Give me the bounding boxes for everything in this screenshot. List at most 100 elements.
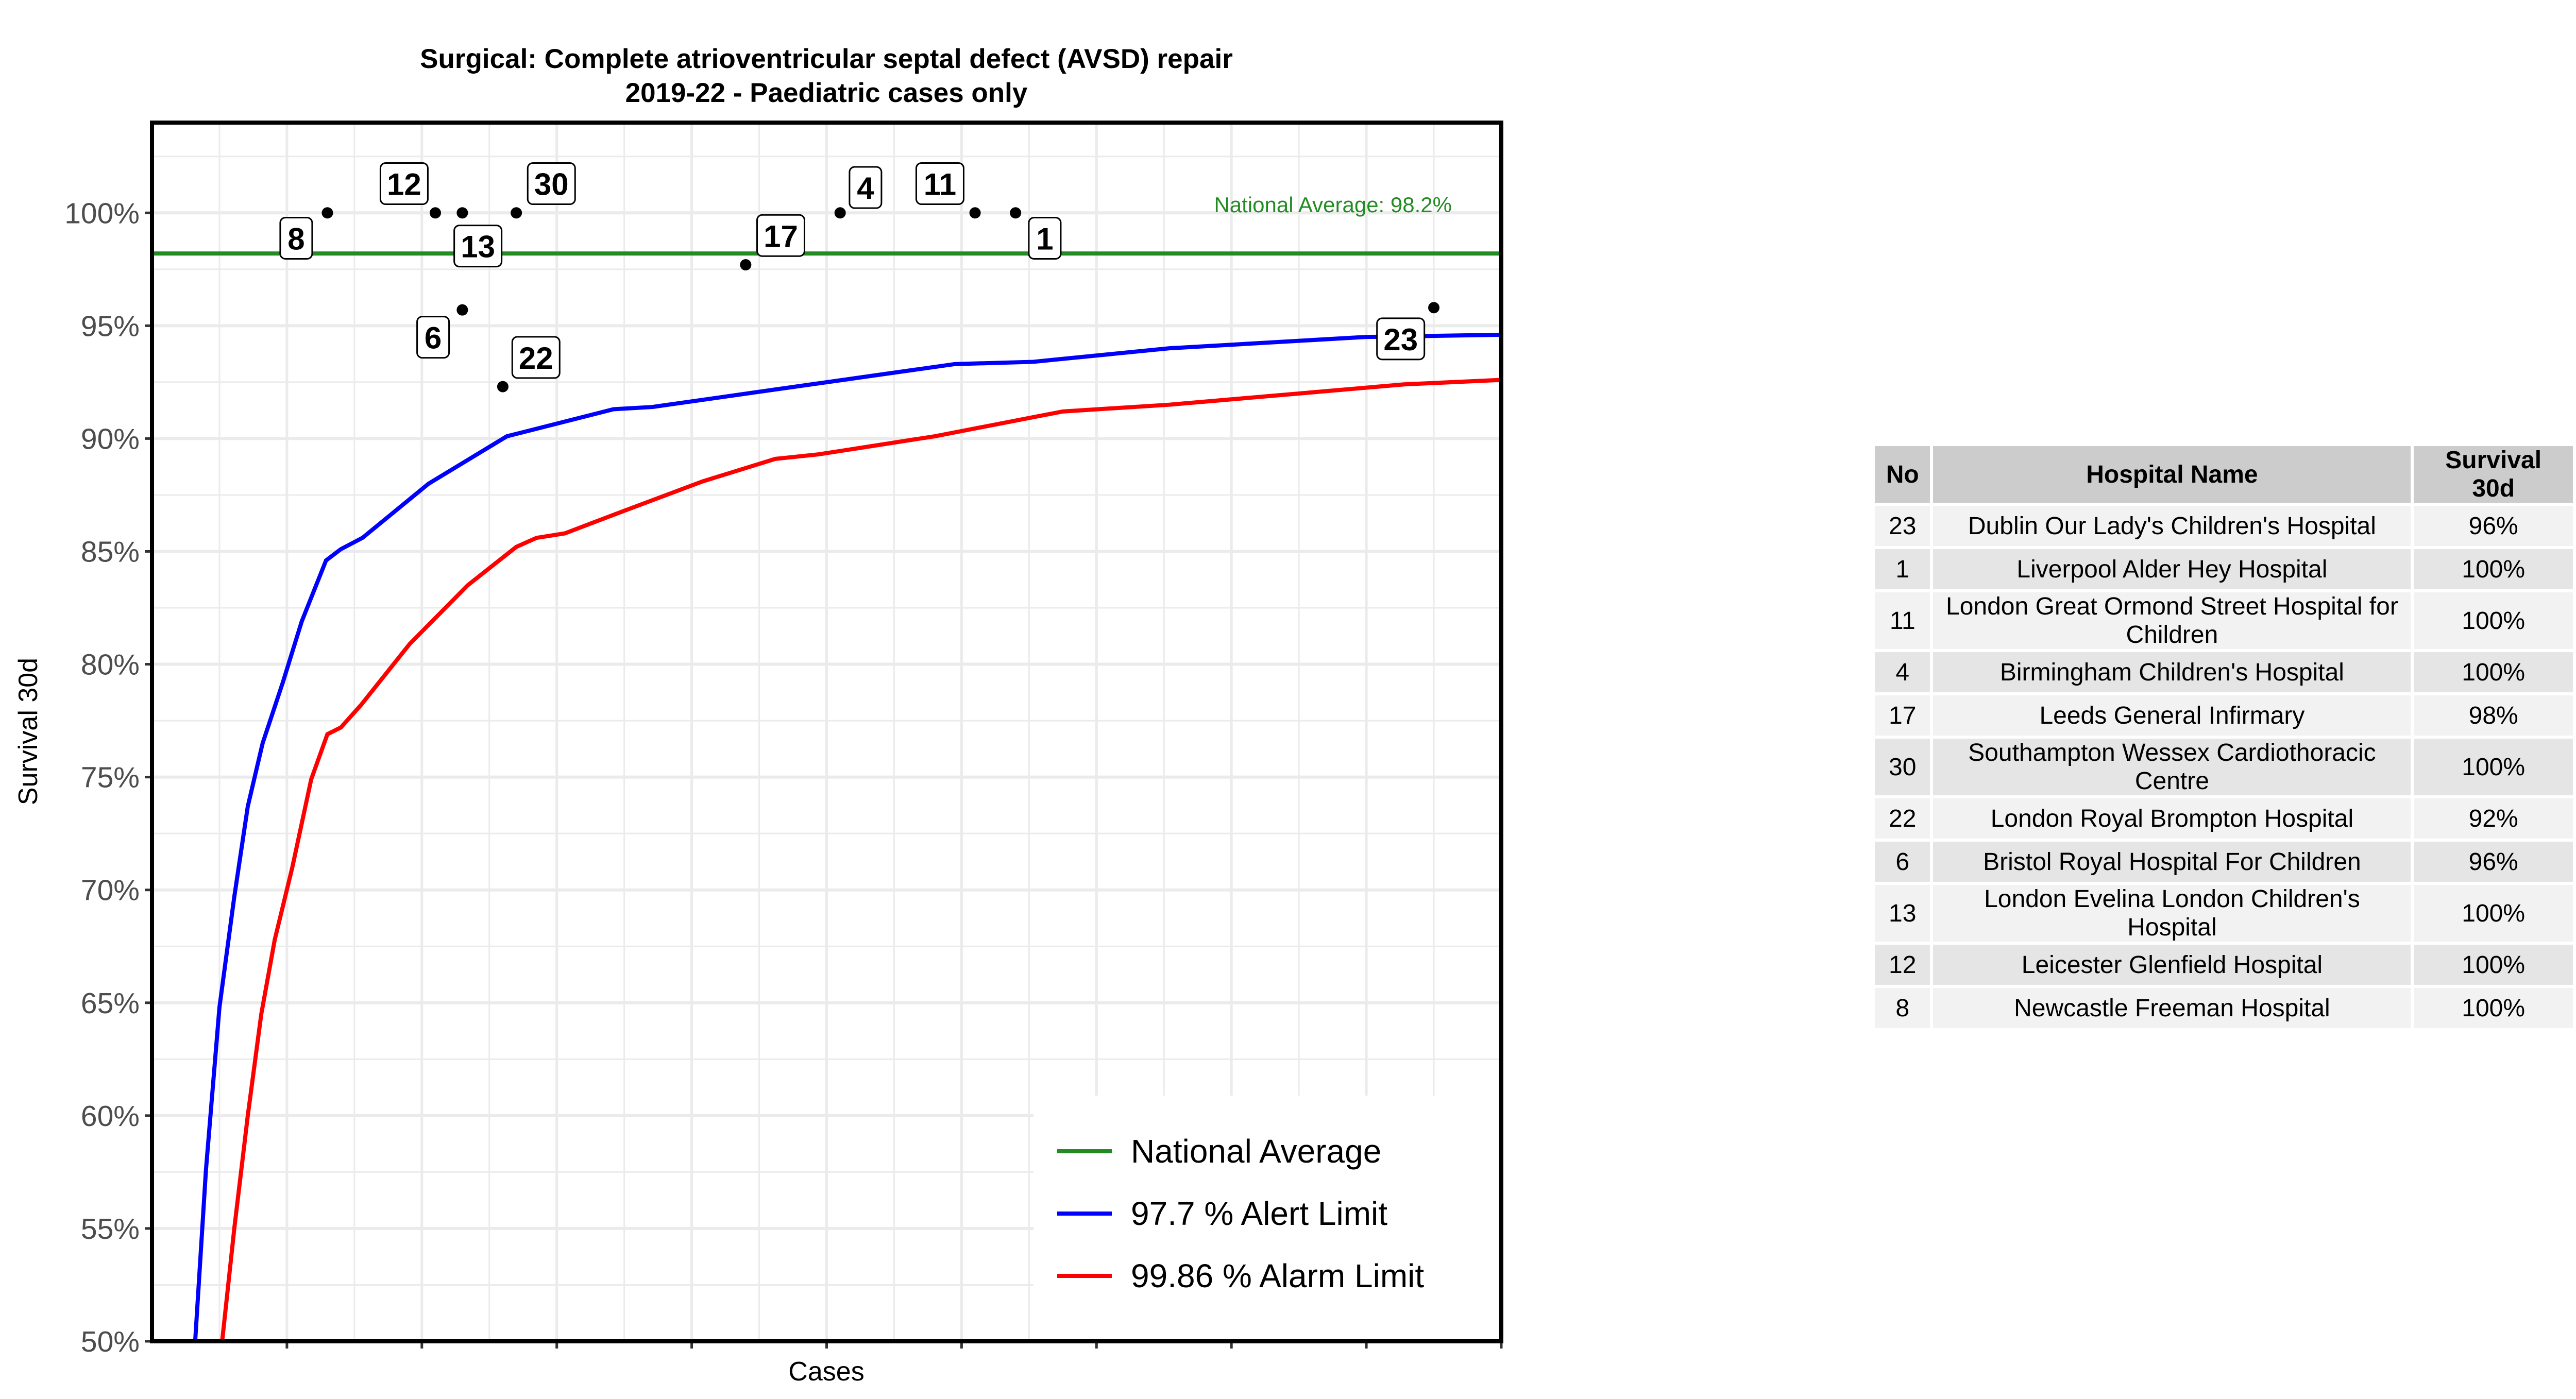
point-label: 12 [387,167,421,201]
cell-hospital-name: London Great Ormond Street Hospital for … [1933,592,2411,649]
header-no: No [1875,446,1930,503]
point-label: 23 [1383,322,1418,357]
y-tick-label: 60% [81,1100,140,1133]
data-point [1428,302,1440,314]
cell-survival: 100% [2414,549,2573,589]
cell-hospital-name: Dublin Our Lady's Children's Hospital [1933,506,2411,546]
y-tick-label: 70% [81,874,140,907]
table-row: 6 Bristol Royal Hospital For Children 96% [1875,842,2573,882]
cell-survival: 100% [2414,885,2573,942]
data-point [969,207,981,219]
data-point [740,259,752,271]
cell-survival: 96% [2414,842,2573,882]
y-tick-label: 95% [81,310,140,343]
point-label: 11 [924,167,956,201]
cell-hospital-name: Leicester Glenfield Hospital [1933,945,2411,985]
hospital-table: No Hospital Name Survival 30d 23 Dublin O… [1872,443,2576,1031]
point-label-box [915,162,964,205]
point-label: 8 [287,221,304,256]
point-label-box [849,166,883,209]
point-label-box [1028,216,1062,260]
y-tick-label: 90% [81,422,140,455]
cell-hospital-name: Bristol Royal Hospital For Children [1933,842,2411,882]
data-point [511,207,522,219]
header-hospital-name: Hospital Name [1933,446,2411,503]
table-row: 22 London Royal Brompton Hospital 92% [1875,798,2573,839]
control-limits [152,251,1502,1342]
data-point [456,207,468,219]
legend-label: 97.7 % Alert Limit [1131,1195,1387,1232]
table-row: 8 Newcastle Freeman Hospital 100% [1875,988,2573,1028]
chart-title: Surgical: Complete atrioventricular sept… [420,44,1233,74]
data-point [321,207,333,219]
table-row: 1 Liverpool Alder Hey Hospital 100% [1875,549,2573,589]
cell-no: 23 [1875,506,1930,546]
table-row: 4 Birmingham Children's Hospital 100% [1875,652,2573,692]
y-axis-label: Survival 30d [13,658,43,805]
cell-hospital-name: Birmingham Children's Hospital [1933,652,2411,692]
header-survival: Survival 30d [2414,446,2573,503]
legend-box [1033,1096,1499,1339]
legend-label: 99.86 % Alarm Limit [1131,1257,1424,1294]
point-label-box [279,216,313,260]
y-tick-label: 100% [64,197,140,230]
point-label: 4 [857,171,874,206]
cell-survival: 100% [2414,652,2573,692]
point-label-box [1376,317,1426,361]
data-point [497,381,509,393]
y-tick-label: 50% [81,1325,140,1358]
point-label: 13 [461,230,495,264]
table-row: 30 Southampton Wessex Cardiothoracic Cent… [1875,739,2573,795]
cell-hospital-name: Newcastle Freeman Hospital [1933,988,2411,1028]
cell-hospital-name: London Evelina London Children's Hospita… [1933,885,2411,942]
alert-limit-line [193,332,1502,1342]
cell-survival: 100% [2414,945,2573,985]
cell-survival: 100% [2414,988,2573,1028]
cell-no: 12 [1875,945,1930,985]
x-axis-label: Cases [788,1357,864,1387]
cell-survival: 96% [2414,506,2573,546]
point-label: 30 [534,167,569,201]
point-label-box [527,162,576,205]
cell-no: 1 [1875,549,1930,589]
cell-no: 13 [1875,885,1930,942]
cell-survival: 98% [2414,695,2573,736]
cell-survival: 100% [2414,739,2573,795]
point-label-box [511,336,561,379]
table-row: 12 Leicester Glenfield Hospital 100% [1875,945,2573,985]
data-point [1010,207,1022,219]
y-axis: 50% 55% 60% 65% 70% 75% 80% 85% 90% 95% 100% [64,197,152,1358]
legend: National Average 97.7 % Alert Limit 99.86 … [1033,1096,1499,1339]
data-point [834,207,846,219]
cell-hospital-name: Southampton Wessex Cardiothoracic Centre [1933,739,2411,795]
funnel-plot: Surgical: Complete atrioventricular sept… [13,44,1503,1387]
cell-no: 6 [1875,842,1930,882]
data-point [456,304,468,316]
alarm-limit-line [220,378,1502,1342]
point-label: 22 [519,341,553,376]
point-label-box [756,214,805,257]
table-row: 13 London Evelina London Children's Hospi… [1875,885,2573,942]
plot-border [150,121,1503,1343]
cell-survival: 92% [2414,798,2573,839]
y-tick-label: 75% [81,761,140,794]
legend-label: National Average [1131,1133,1381,1170]
point-label: 6 [425,321,442,355]
y-tick-label: 65% [81,987,140,1020]
table-row: 17 Leeds General Infirmary 98% [1875,695,2573,736]
data-point [429,207,441,219]
chart-subtitle: 2019-22 - Paediatric cases only [625,78,1028,108]
cell-no: 30 [1875,739,1930,795]
point-label-box [453,225,503,268]
cell-no: 4 [1875,652,1930,692]
point-label-box [379,162,429,205]
cell-survival: 100% [2414,592,2573,649]
y-tick-label: 55% [81,1213,140,1246]
point-label: 17 [764,219,798,253]
table-header: No Hospital Name Survival 30d [1875,446,2573,503]
point-label-box [416,316,450,359]
cell-hospital-name: London Royal Brompton Hospital [1933,798,2411,839]
cell-no: 8 [1875,988,1930,1028]
cell-no: 17 [1875,695,1930,736]
